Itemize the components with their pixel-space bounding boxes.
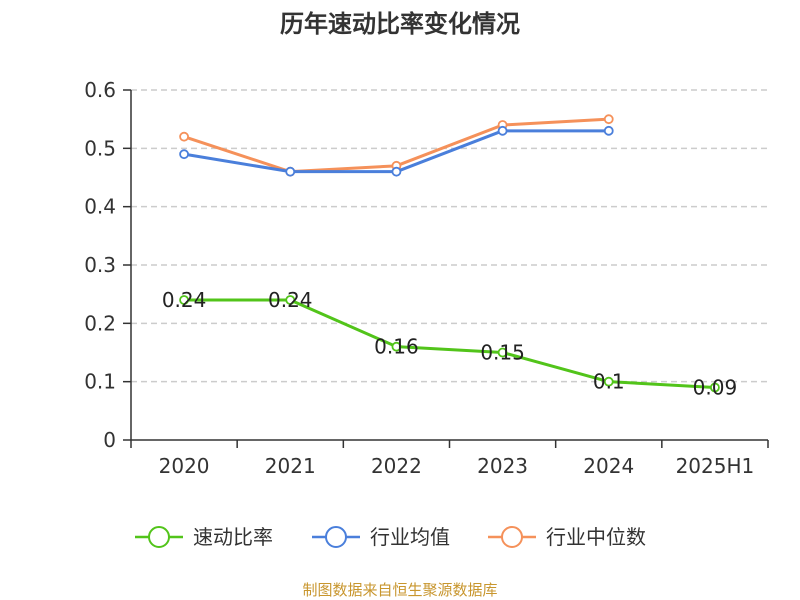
y-tick-label: 0.6 <box>84 78 116 102</box>
x-tick-label: 2024 <box>583 454 634 478</box>
chart-title: 历年速动比率变化情况 <box>280 10 520 38</box>
data-point <box>179 131 189 142</box>
data-point <box>497 347 508 358</box>
series-line <box>184 298 715 389</box>
y-tick-label: 0.4 <box>84 195 116 219</box>
source-note: 制图数据来自恒生聚源数据库 <box>302 581 497 599</box>
series-lines <box>179 114 720 393</box>
data-point <box>497 125 508 136</box>
x-tick-label: 2020 <box>159 454 210 478</box>
data-label: 0.24 <box>162 288 207 312</box>
data-labels: 0.24 0.24 0.16 0.15 0.1 0.09 <box>162 288 737 400</box>
data-label: 0.16 <box>374 335 419 359</box>
y-tick-label: 0.1 <box>84 370 116 394</box>
data-point <box>710 382 720 393</box>
legend: 速动比率 行业均值 行业中位数 <box>135 525 646 549</box>
data-point <box>603 114 614 125</box>
y-tick-label: 0.5 <box>84 136 116 160</box>
legend-label: 行业均值 <box>370 525 450 549</box>
data-label: 0.1 <box>593 370 625 394</box>
y-tick-label: 0.3 <box>84 253 116 277</box>
data-label: 0.24 <box>268 288 313 312</box>
y-tick-label: 0.2 <box>84 311 116 335</box>
data-point <box>285 166 296 177</box>
legend-label: 行业中位数 <box>546 525 646 549</box>
data-point <box>603 376 614 387</box>
x-tick-label: 2021 <box>265 454 316 478</box>
data-label: 0.15 <box>480 341 525 365</box>
y-tick-label: 0 <box>103 428 116 452</box>
x-tick-label: 2025H1 <box>676 454 755 478</box>
x-tick-label: 2023 <box>477 454 528 478</box>
axes: 0 0.1 0.2 0.3 0.4 0.5 0.6 2020 2021 2022 2023 2024 2… <box>84 78 769 478</box>
data-label: 0.09 <box>693 376 738 400</box>
data-point <box>391 341 402 352</box>
data-point <box>391 166 402 177</box>
data-point <box>285 295 296 305</box>
legend-label: 速动比率 <box>193 525 273 549</box>
x-tick-label: 2022 <box>371 454 422 478</box>
legend-swatch-marker <box>325 526 347 548</box>
data-point <box>603 125 614 136</box>
data-point <box>179 295 189 305</box>
legend-swatch-marker <box>501 526 523 548</box>
data-point <box>179 149 189 160</box>
gridlines <box>131 89 768 383</box>
legend-swatch-marker <box>148 526 170 548</box>
